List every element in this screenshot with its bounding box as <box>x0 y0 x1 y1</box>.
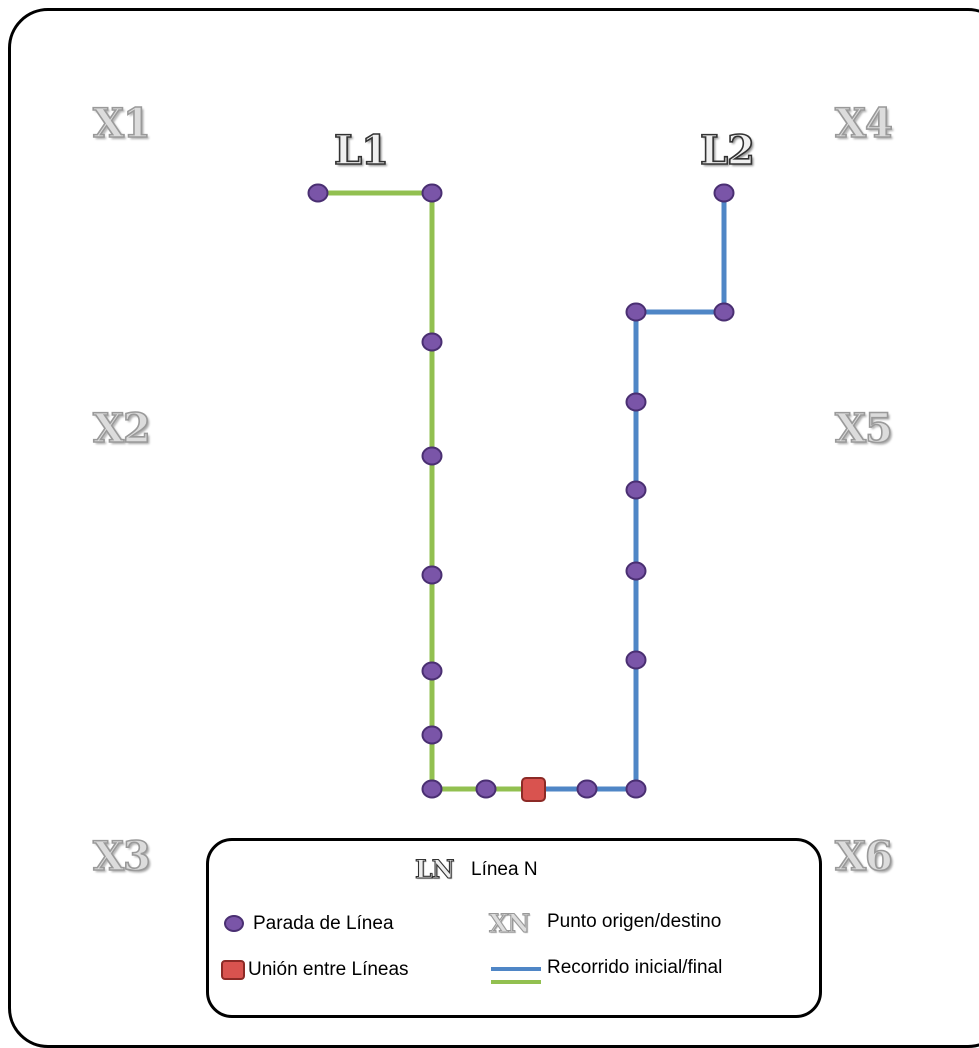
region-label-x5: X5 <box>834 404 893 453</box>
line-stop <box>576 779 598 799</box>
line-union-marker <box>521 777 546 802</box>
legend-stop-text: Parada de Línea <box>253 913 394 934</box>
legend-route-text: Recorrido inicial/final <box>547 957 723 978</box>
legend-route-blue-icon <box>491 967 541 971</box>
legend-line-symbol: LN <box>414 854 455 884</box>
line-stop <box>625 650 647 670</box>
routes-layer <box>318 190 727 792</box>
legend-point-text: Punto origen/destino <box>547 911 722 932</box>
line-stop <box>713 183 735 203</box>
region-label-x6: X6 <box>834 832 893 881</box>
route-l1 <box>318 190 533 792</box>
legend-point-symbol: XN <box>488 908 530 938</box>
line-stop <box>475 779 497 799</box>
line-stop <box>421 725 443 745</box>
line-stop <box>421 779 443 799</box>
line-stop <box>625 302 647 322</box>
region-label-x1: X1 <box>92 99 151 148</box>
line-stop <box>421 565 443 585</box>
line-stop <box>421 332 443 352</box>
region-label-x4: X4 <box>834 99 893 148</box>
line-stop <box>421 183 443 203</box>
line-stop <box>625 561 647 581</box>
line-stop <box>625 392 647 412</box>
legend: LN Línea N Parada de Línea XN Punto orig… <box>206 838 822 1018</box>
stops-layer <box>307 183 735 802</box>
line-stop <box>421 661 443 681</box>
line-stop <box>421 446 443 466</box>
line-stop <box>625 779 647 799</box>
line-stop <box>713 302 735 322</box>
line-label-l2: L2 <box>699 126 756 175</box>
region-label-x2: X2 <box>92 404 151 453</box>
line-stop <box>625 480 647 500</box>
line-label-l1: L1 <box>333 126 390 175</box>
region-label-x3: X3 <box>92 832 151 881</box>
legend-route-green-icon <box>491 980 541 984</box>
legend-union-text: Unión entre Líneas <box>248 959 409 980</box>
legend-stop-icon <box>224 915 244 932</box>
line-stop <box>307 183 329 203</box>
legend-union-icon <box>221 960 245 980</box>
legend-line-text: Línea N <box>471 859 538 880</box>
